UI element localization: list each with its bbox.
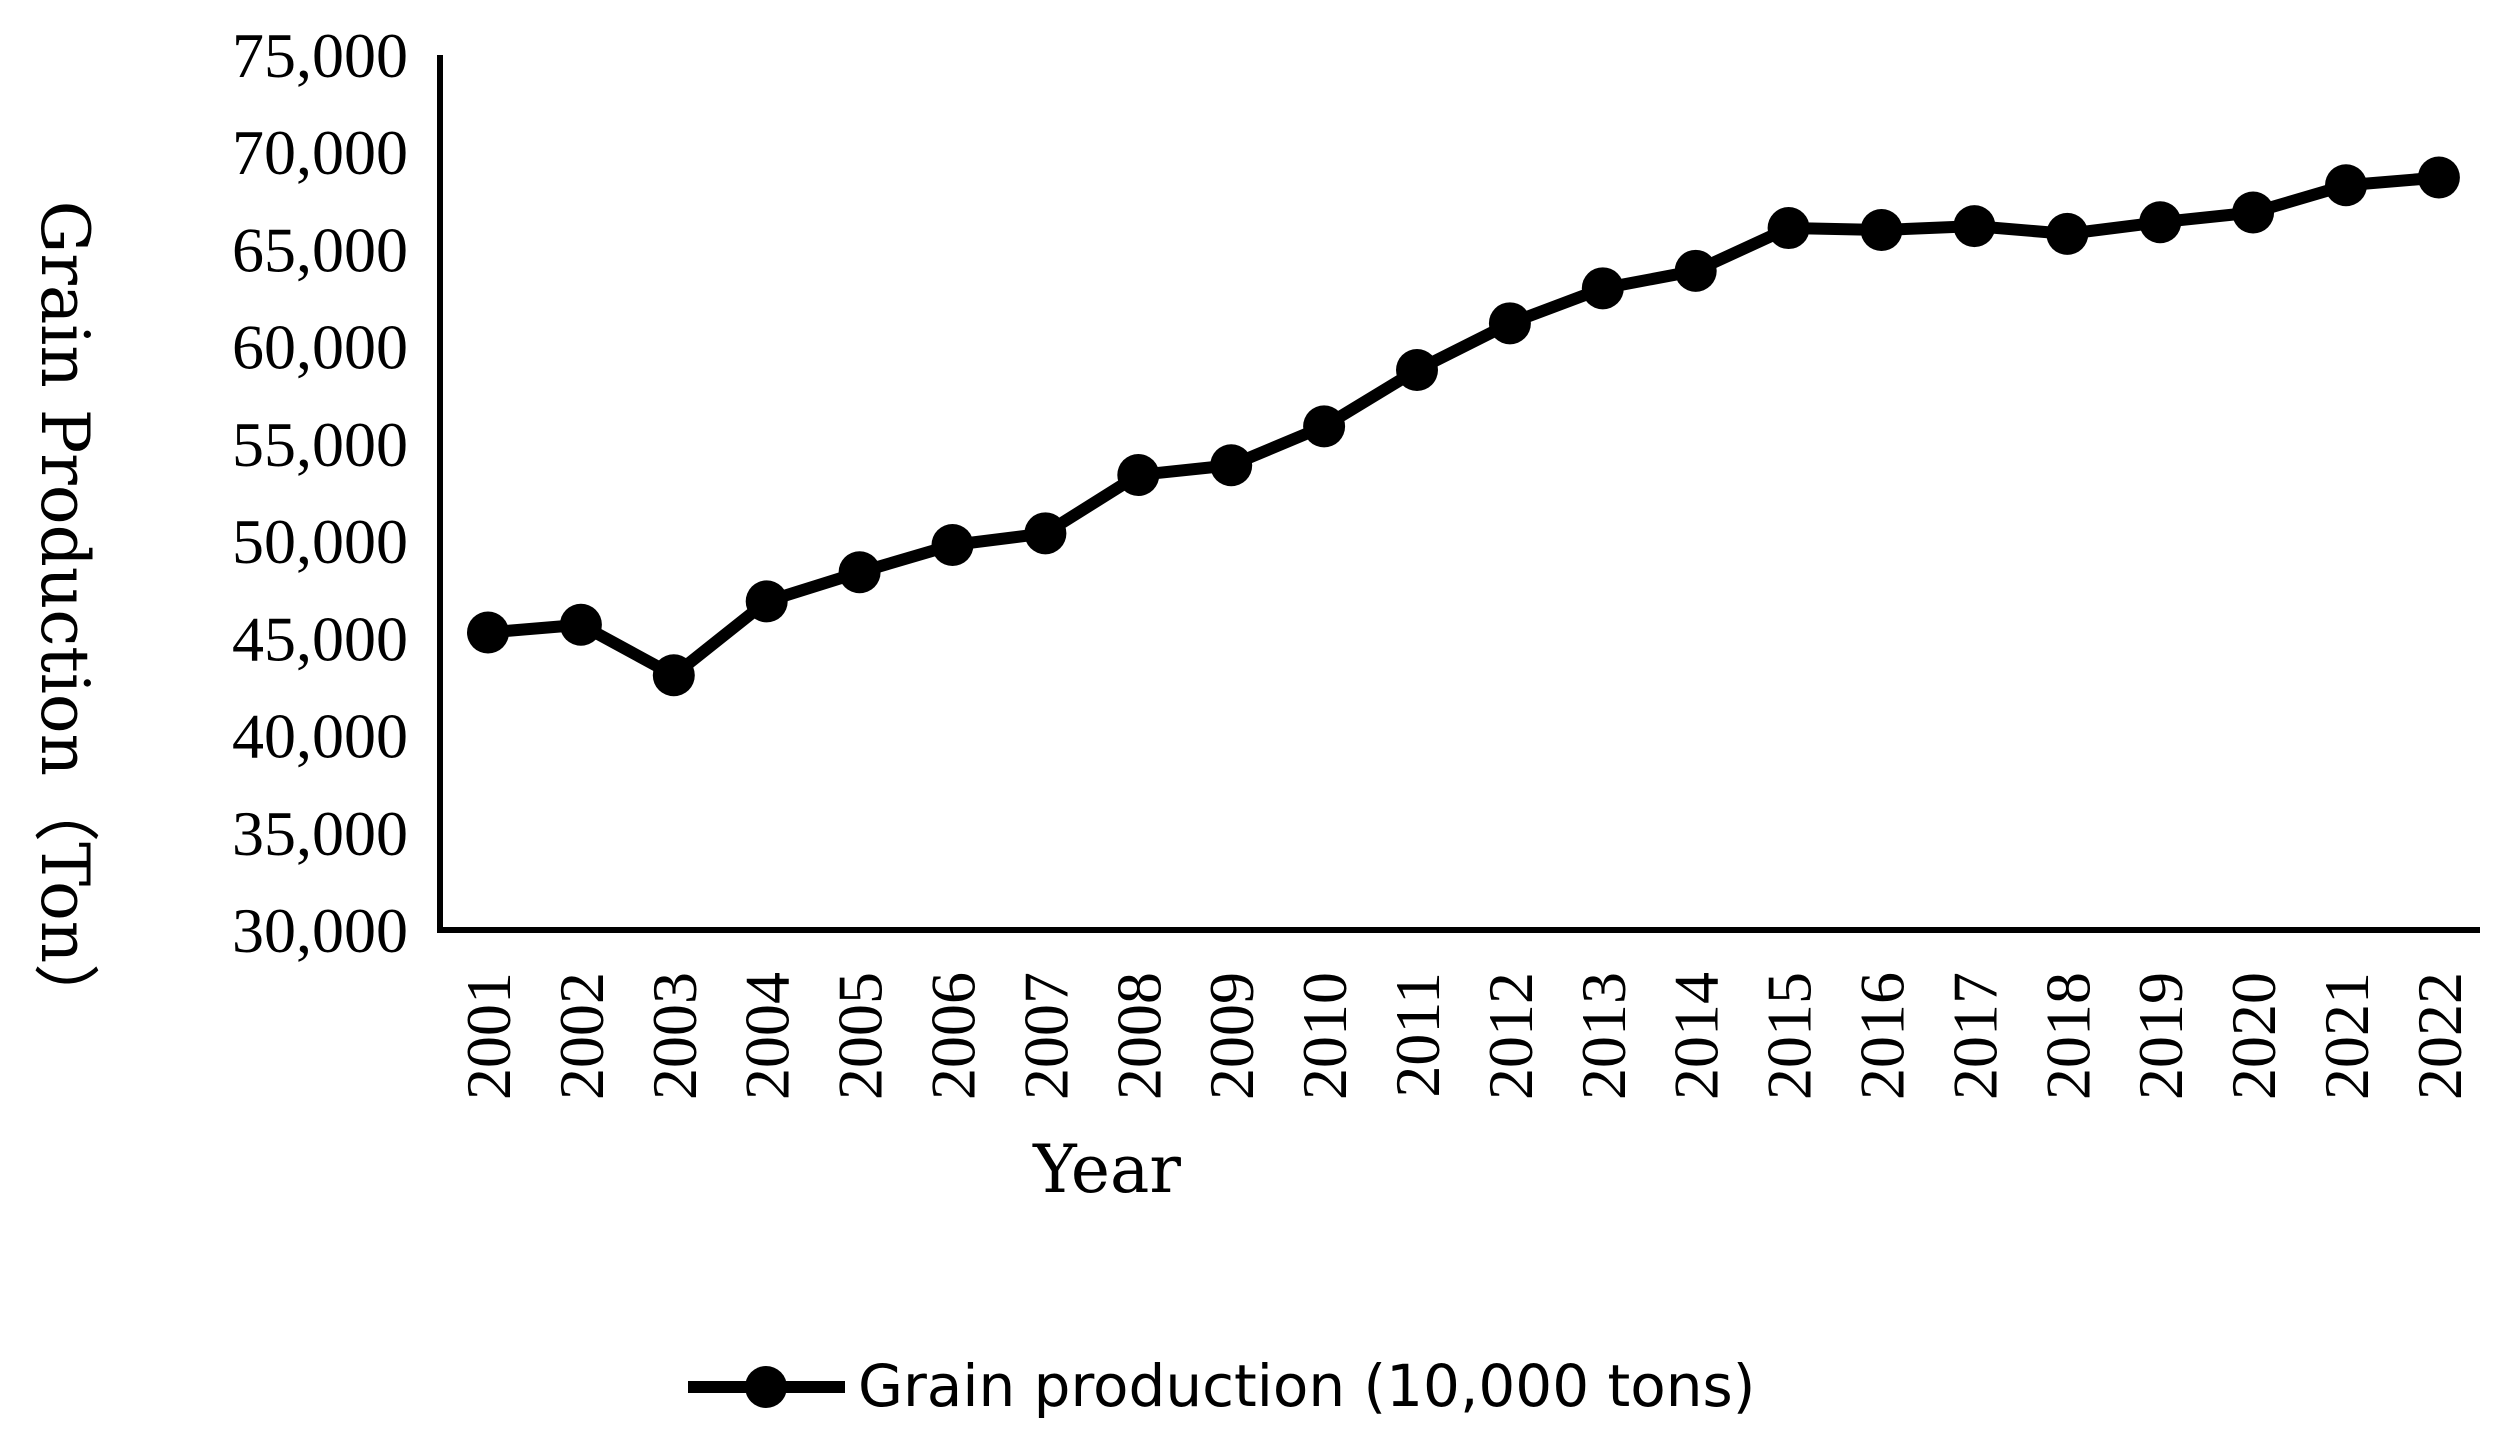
x-tick-label: 2008 <box>1103 972 1174 1100</box>
y-tick-label: 50,000 <box>232 506 408 577</box>
y-axis-ticks: 30,000 35,000 40,000 45,000 50,000 55,000 60,0… <box>232 20 408 966</box>
legend: Grain production (10,000 tons) <box>688 1352 1755 1420</box>
x-axis-ticks: 2001 2002 2003 2004 2005 2006 2007 2008 2009 2010… <box>453 972 2475 1100</box>
x-tick-label: 2002 <box>546 972 617 1100</box>
x-tick-label: 2020 <box>2218 972 2289 1100</box>
series-line <box>487 171 2440 682</box>
data-point <box>2325 164 2367 207</box>
data-point <box>1767 207 1810 250</box>
data-point <box>2046 212 2089 255</box>
data-point <box>1396 349 1438 391</box>
data-point <box>1488 302 1531 345</box>
x-tick-label: 2007 <box>1010 972 1081 1100</box>
x-tick-label: 2006 <box>918 972 989 1100</box>
x-tick-label: 2013 <box>1568 972 1639 1100</box>
x-tick-label: 2017 <box>1939 972 2010 1100</box>
legend-label: Grain production (10,000 tons) <box>858 1352 1755 1420</box>
x-axis-title: Year <box>1032 1131 1181 1208</box>
y-tick-label: 60,000 <box>232 312 408 383</box>
y-tick-label: 40,000 <box>232 701 408 772</box>
x-tick-label: 2019 <box>2125 972 2196 1100</box>
x-tick-label: 2005 <box>825 972 896 1100</box>
x-tick-label: 2011 <box>1382 972 1453 1098</box>
data-point <box>2139 201 2182 244</box>
data-point <box>838 551 881 594</box>
y-tick-label: 70,000 <box>232 117 408 188</box>
data-point <box>931 524 974 566</box>
y-tick-label: 55,000 <box>232 409 408 480</box>
y-tick-label: 65,000 <box>232 214 408 285</box>
data-point <box>559 603 602 646</box>
x-tick-label: 2014 <box>1661 972 1732 1100</box>
x-tick-label: 2001 <box>453 972 524 1100</box>
x-tick-label: 2021 <box>2311 972 2382 1100</box>
series-layer <box>467 156 2460 697</box>
data-point <box>1024 512 1067 555</box>
x-tick-label: 2016 <box>1847 972 1918 1100</box>
data-point <box>1210 444 1253 487</box>
y-axis-title: Grain Production（Ton） <box>26 201 103 1030</box>
data-point <box>467 611 509 654</box>
x-tick-label: 2012 <box>1475 972 1546 1100</box>
data-point <box>745 580 788 623</box>
x-tick-label: 2003 <box>639 972 710 1100</box>
y-tick-label: 35,000 <box>232 798 408 869</box>
data-point <box>2417 156 2460 199</box>
x-tick-label: 2009 <box>1196 972 1267 1100</box>
legend-marker-swatch <box>745 1366 787 1408</box>
data-point <box>1674 249 1717 292</box>
y-tick-label: 75,000 <box>232 20 408 91</box>
x-tick-label: 2018 <box>2032 972 2103 1100</box>
data-point <box>1581 267 1624 310</box>
x-tick-label: 2022 <box>2404 972 2475 1100</box>
x-tick-label: 2010 <box>1289 972 1360 1100</box>
x-tick-label: 2015 <box>1754 972 1825 1100</box>
y-tick-label: 30,000 <box>232 895 408 966</box>
data-point <box>1303 405 1346 448</box>
y-tick-label: 45,000 <box>232 603 408 674</box>
data-point <box>1117 454 1160 496</box>
data-point <box>2232 191 2275 234</box>
data-point <box>1953 205 1996 248</box>
data-point <box>1860 209 1903 251</box>
x-tick-label: 2004 <box>732 972 803 1100</box>
data-point <box>652 654 695 697</box>
